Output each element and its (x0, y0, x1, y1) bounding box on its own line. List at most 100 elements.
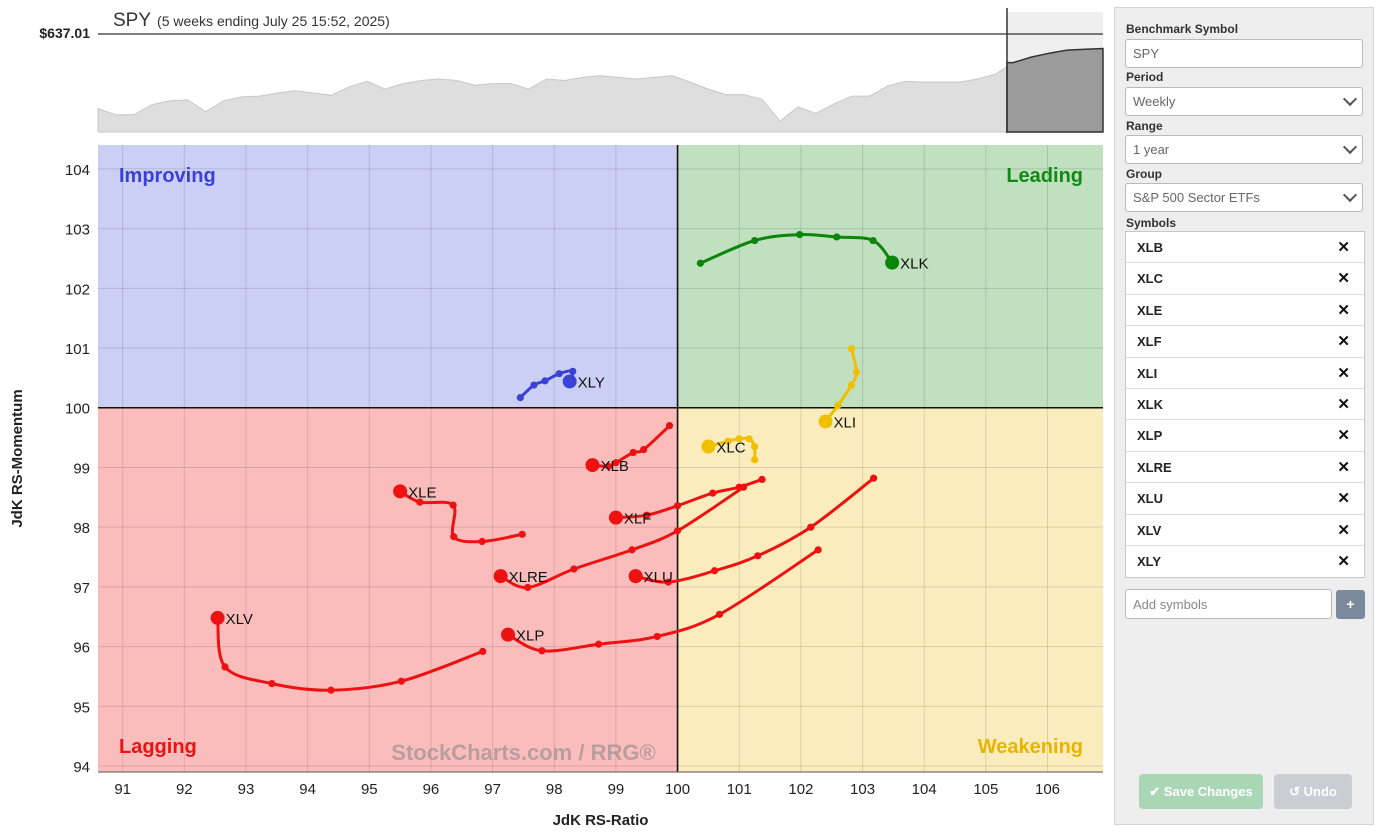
y-tick-label: 96 (73, 640, 90, 657)
tail-point (449, 501, 457, 509)
undo-icon: ↺ (1289, 784, 1304, 799)
y-tick-label: 103 (65, 222, 90, 239)
series-xle: XLE (393, 484, 526, 546)
close-icon[interactable]: ✕ (1337, 552, 1350, 570)
save-changes-button[interactable]: ✔ Save Changes (1139, 774, 1263, 809)
period-value: Weekly (1133, 94, 1176, 109)
head-point (493, 569, 508, 584)
x-tick-label: 95 (361, 781, 378, 798)
close-icon[interactable]: ✕ (1337, 427, 1350, 445)
series-xlv: XLV (210, 610, 487, 694)
x-tick-label: 97 (484, 781, 501, 798)
tail-point (570, 565, 578, 573)
price-title: SPY (5 weeks ending July 25 15:52, 2025) (113, 10, 390, 31)
series-label: XLY (578, 374, 605, 391)
tail-point (724, 437, 732, 445)
close-icon[interactable]: ✕ (1337, 333, 1350, 351)
symbol-row: XLV ✕ (1126, 515, 1364, 546)
y-tick-label: 97 (73, 580, 90, 597)
rrg-plot: Improving Leading Lagging Weakening StockCha… (98, 145, 1103, 772)
watermark-text: StockCharts.com / RRG® (391, 740, 655, 765)
series-xlb: XLB (585, 422, 674, 475)
tail-point (847, 345, 856, 353)
symbol-name: XLB (1137, 240, 1163, 255)
series-xly: XLY (516, 367, 605, 402)
quadrant-improving (98, 145, 678, 408)
tail-point (751, 442, 759, 451)
tail-point (450, 533, 458, 541)
add-symbols-input[interactable]: Add symbols (1125, 589, 1332, 619)
price-subtitle: (5 weeks ending July 25 15:52, 2025) (157, 13, 390, 29)
x-tick-label: 102 (788, 781, 813, 798)
undo-button[interactable]: ↺ Undo (1274, 774, 1352, 809)
benchmark-label: Benchmark Symbol (1126, 22, 1239, 36)
group-value: S&P 500 Sector ETFs (1133, 190, 1260, 205)
tail-point (796, 230, 804, 239)
price-area-recent (1006, 47, 1104, 133)
x-tick-label: 100 (665, 781, 690, 798)
series-label: XLU (644, 569, 673, 586)
y-tick-label: 100 (65, 401, 90, 418)
price-label: $637.01 (39, 25, 90, 41)
symbol-list: XLB ✕ XLC ✕ XLE ✕ XLF ✕ XLI ✕ XLK ✕ XLP ✕ XLRE ✕… (1125, 231, 1365, 579)
head-point (585, 458, 600, 473)
close-icon[interactable]: ✕ (1337, 364, 1350, 382)
range-value: 1 year (1133, 142, 1170, 157)
close-icon[interactable]: ✕ (1337, 490, 1350, 508)
close-icon[interactable]: ✕ (1337, 458, 1350, 476)
symbol-row: XLI ✕ (1126, 358, 1364, 389)
tail-point (327, 686, 335, 694)
symbol-row: XLY ✕ (1126, 546, 1364, 577)
symbol-name: XLC (1137, 271, 1163, 287)
y-tick-label: 95 (73, 699, 90, 716)
range-label: Range (1126, 119, 1163, 133)
tail-point (538, 647, 546, 655)
close-icon[interactable]: ✕ (1337, 301, 1350, 319)
symbol-name: XLI (1137, 365, 1158, 381)
quadrant-weakening (677, 407, 1103, 772)
symbol-row: XLU ✕ (1126, 483, 1364, 515)
close-icon[interactable]: ✕ (1337, 395, 1350, 413)
tail-point (754, 552, 762, 560)
close-icon[interactable]: ✕ (1337, 270, 1350, 288)
period-select[interactable]: Weekly (1125, 87, 1363, 116)
group-select[interactable]: S&P 500 Sector ETFs (1125, 183, 1363, 212)
quadrant-leading (677, 145, 1103, 408)
series-xlu: XLU (628, 474, 878, 586)
x-tick-label: 91 (114, 781, 131, 798)
head-point (885, 255, 900, 270)
range-select[interactable]: 1 year (1125, 135, 1363, 164)
tail-point (524, 583, 532, 592)
tail-point (673, 527, 682, 535)
x-tick-label: 101 (727, 781, 752, 798)
tail-point (751, 236, 759, 245)
chevron-down-icon (1342, 187, 1358, 203)
quadrant-label-lagging: Lagging (119, 736, 197, 758)
tail-point (221, 663, 229, 671)
symbol-name: XLV (1137, 522, 1162, 538)
add-symbol-button[interactable]: + (1336, 590, 1365, 619)
tail-point (604, 462, 613, 470)
tail-point (664, 578, 672, 586)
x-tick-label: 99 (608, 781, 625, 798)
tail-point (479, 647, 487, 655)
tail-point (751, 456, 759, 464)
tail-point (555, 370, 563, 378)
benchmark-input[interactable]: SPY (1125, 39, 1363, 68)
head-point (562, 374, 577, 389)
x-tick-label: 94 (299, 781, 316, 798)
tail-point (852, 368, 860, 376)
head-point (393, 484, 408, 499)
symbols-label: Symbols (1126, 216, 1177, 230)
tail-point (870, 474, 878, 482)
close-icon[interactable]: ✕ (1337, 521, 1350, 539)
rrg-axes: 91 92 93 94 95 96 97 98 99 100 101 102 103 104 105 106 9… (9, 162, 1103, 829)
x-tick-label: 105 (973, 781, 998, 798)
x-tick-label: 104 (912, 781, 937, 798)
tail-point (715, 610, 724, 618)
tail-point (516, 393, 524, 402)
series-label: XLE (408, 484, 436, 501)
close-icon[interactable]: ✕ (1337, 239, 1350, 256)
period-label: Period (1126, 70, 1164, 84)
symbol-row: XLB ✕ (1126, 232, 1364, 264)
